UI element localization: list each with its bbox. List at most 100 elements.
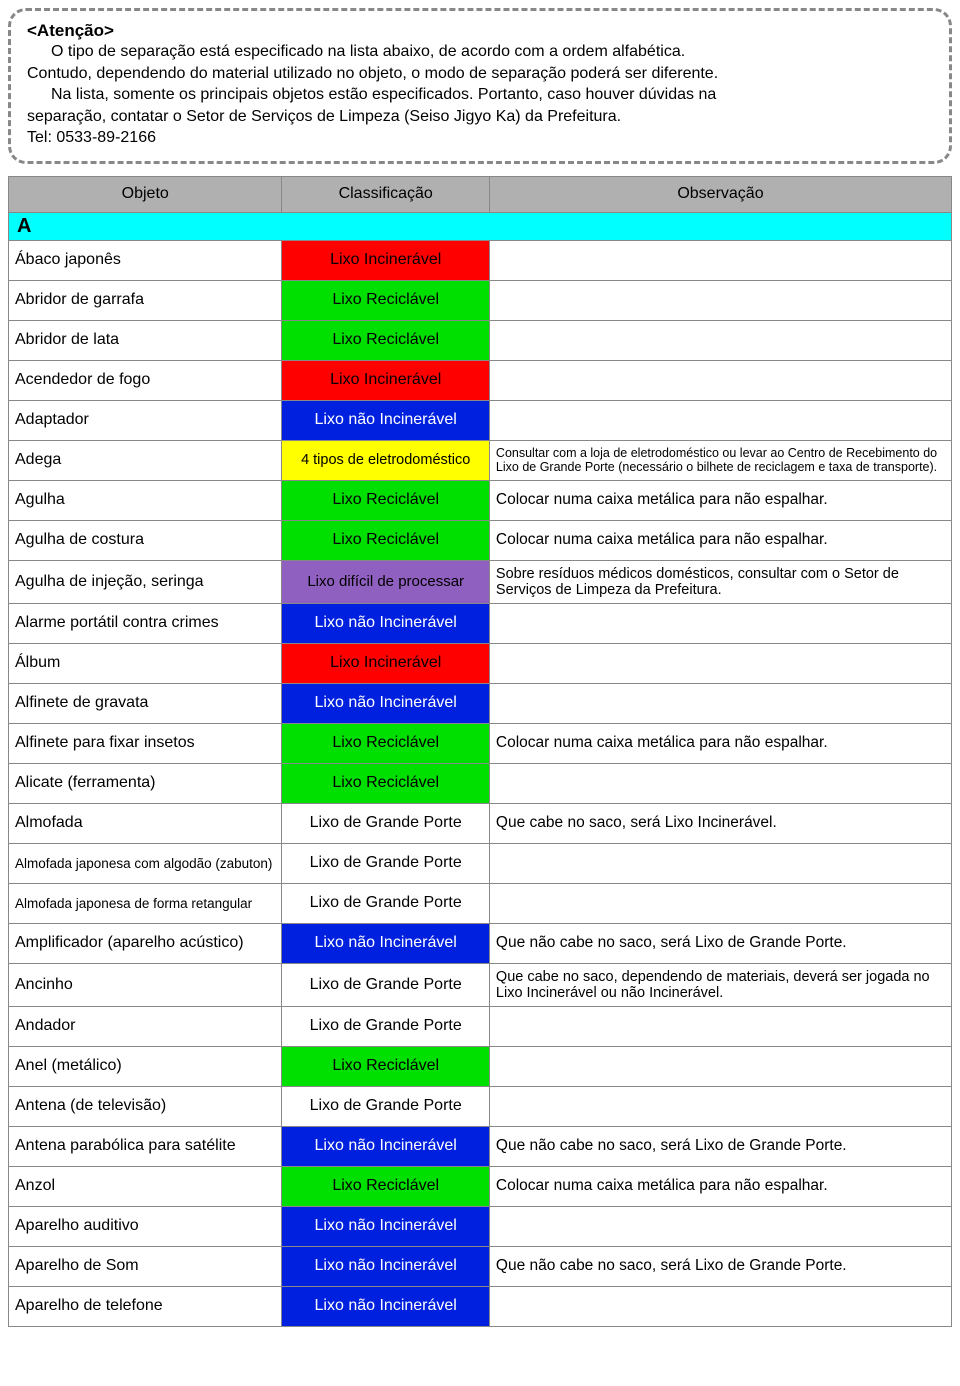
notice-line: O tipo de separação está especificado na…: [27, 41, 933, 63]
table-row: Agulha de costuraLixo ReciclávelColocar …: [9, 520, 952, 560]
notice-line: Tel: 0533-89-2166: [27, 127, 933, 149]
cell-objeto: Almofada japonesa de forma retangular: [9, 883, 282, 923]
cell-observacao: [489, 1086, 951, 1126]
cell-observacao: [489, 883, 951, 923]
cell-classificacao: Lixo de Grande Porte: [282, 803, 489, 843]
table-row: Adega4 tipos de eletrodomésticoConsultar…: [9, 440, 952, 480]
cell-objeto: Agulha de injeção, seringa: [9, 560, 282, 603]
cell-classificacao: Lixo de Grande Porte: [282, 963, 489, 1006]
cell-observacao: [489, 683, 951, 723]
table-row: Aparelho de telefoneLixo não Incinerável: [9, 1286, 952, 1326]
cell-classificacao: Lixo não Incinerável: [282, 1126, 489, 1166]
section-label: A: [9, 212, 952, 240]
table-row: Aparelho de SomLixo não IncinerávelQue n…: [9, 1246, 952, 1286]
cell-observacao: [489, 1206, 951, 1246]
cell-classificacao: Lixo Incinerável: [282, 240, 489, 280]
cell-observacao: [489, 400, 951, 440]
table-row: Anel (metálico)Lixo Reciclável: [9, 1046, 952, 1086]
cell-observacao: [489, 763, 951, 803]
table-row: Antena parabólica para satéliteLixo não …: [9, 1126, 952, 1166]
table-row: Aparelho auditivoLixo não Incinerável: [9, 1206, 952, 1246]
header-objeto: Objeto: [9, 176, 282, 212]
table-row: AncinhoLixo de Grande PorteQue cabe no s…: [9, 963, 952, 1006]
header-classificacao: Classificação: [282, 176, 489, 212]
cell-classificacao: Lixo Reciclável: [282, 1166, 489, 1206]
table-row: Alarme portátil contra crimesLixo não In…: [9, 603, 952, 643]
cell-objeto: Ancinho: [9, 963, 282, 1006]
cell-observacao: [489, 280, 951, 320]
table-row: AndadorLixo de Grande Porte: [9, 1006, 952, 1046]
cell-objeto: Acendedor de fogo: [9, 360, 282, 400]
cell-observacao: [489, 843, 951, 883]
cell-classificacao: Lixo difícil de processar: [282, 560, 489, 603]
cell-observacao: Colocar numa caixa metálica para não esp…: [489, 520, 951, 560]
notice-line: Contudo, dependendo do material utilizad…: [27, 63, 933, 85]
cell-objeto: Abridor de lata: [9, 320, 282, 360]
cell-observacao: [489, 1006, 951, 1046]
cell-classificacao: 4 tipos de eletrodoméstico: [282, 440, 489, 480]
table-row: Agulha de injeção, seringaLixo difícil d…: [9, 560, 952, 603]
cell-observacao: [489, 320, 951, 360]
cell-classificacao: Lixo Reciclável: [282, 1046, 489, 1086]
cell-objeto: Agulha de costura: [9, 520, 282, 560]
cell-objeto: Almofada japonesa com algodão (zabuton): [9, 843, 282, 883]
cell-objeto: Aparelho de Som: [9, 1246, 282, 1286]
notice-line: Na lista, somente os principais objetos …: [27, 84, 933, 106]
cell-objeto: Antena (de televisão): [9, 1086, 282, 1126]
cell-classificacao: Lixo Reciclável: [282, 480, 489, 520]
cell-observacao: Que não cabe no saco, será Lixo de Grand…: [489, 1126, 951, 1166]
cell-objeto: Alicate (ferramenta): [9, 763, 282, 803]
cell-classificacao: Lixo de Grande Porte: [282, 1086, 489, 1126]
cell-observacao: [489, 603, 951, 643]
cell-objeto: Agulha: [9, 480, 282, 520]
table-row: Almofada japonesa com algodão (zabuton)L…: [9, 843, 952, 883]
table-row: AgulhaLixo ReciclávelColocar numa caixa …: [9, 480, 952, 520]
cell-observacao: Que cabe no saco, dependendo de materiai…: [489, 963, 951, 1006]
cell-classificacao: Lixo Reciclável: [282, 520, 489, 560]
cell-classificacao: Lixo Reciclável: [282, 320, 489, 360]
cell-observacao: Que não cabe no saco, será Lixo de Grand…: [489, 1246, 951, 1286]
table-row: Almofada japonesa de forma retangularLix…: [9, 883, 952, 923]
notice-box: <Atenção> O tipo de separação está espec…: [8, 8, 952, 164]
cell-objeto: Aparelho auditivo: [9, 1206, 282, 1246]
cell-classificacao: Lixo Reciclável: [282, 280, 489, 320]
table-row: Acendedor de fogoLixo Incinerável: [9, 360, 952, 400]
classification-table: Objeto Classificação Observação A Ábaco …: [8, 176, 952, 1327]
table-row: Alicate (ferramenta)Lixo Reciclável: [9, 763, 952, 803]
table-row: Abridor de garrafaLixo Reciclável: [9, 280, 952, 320]
cell-observacao: Consultar com a loja de eletrodoméstico …: [489, 440, 951, 480]
cell-objeto: Ábaco japonês: [9, 240, 282, 280]
cell-observacao: Sobre resíduos médicos domésticos, consu…: [489, 560, 951, 603]
cell-classificacao: Lixo Reciclável: [282, 763, 489, 803]
section-row: A: [9, 212, 952, 240]
table-row: Antena (de televisão)Lixo de Grande Port…: [9, 1086, 952, 1126]
cell-observacao: Que cabe no saco, será Lixo Incinerável.: [489, 803, 951, 843]
cell-classificacao: Lixo não Incinerável: [282, 923, 489, 963]
cell-observacao: [489, 1286, 951, 1326]
cell-classificacao: Lixo não Incinerável: [282, 683, 489, 723]
cell-objeto: Antena parabólica para satélite: [9, 1126, 282, 1166]
table-row: AlmofadaLixo de Grande PorteQue cabe no …: [9, 803, 952, 843]
cell-objeto: Almofada: [9, 803, 282, 843]
notice-title: <Atenção>: [27, 21, 933, 41]
cell-classificacao: Lixo de Grande Porte: [282, 843, 489, 883]
cell-observacao: Que não cabe no saco, será Lixo de Grand…: [489, 923, 951, 963]
cell-objeto: Alfinete de gravata: [9, 683, 282, 723]
cell-classificacao: Lixo não Incinerável: [282, 400, 489, 440]
cell-observacao: [489, 643, 951, 683]
table-row: Ábaco japonêsLixo Incinerável: [9, 240, 952, 280]
table-header-row: Objeto Classificação Observação: [9, 176, 952, 212]
table-row: Abridor de lataLixo Reciclável: [9, 320, 952, 360]
cell-objeto: Anel (metálico): [9, 1046, 282, 1086]
cell-classificacao: Lixo não Incinerável: [282, 1246, 489, 1286]
cell-observacao: [489, 240, 951, 280]
cell-objeto: Adaptador: [9, 400, 282, 440]
cell-objeto: Abridor de garrafa: [9, 280, 282, 320]
table-row: Amplificador (aparelho acústico)Lixo não…: [9, 923, 952, 963]
cell-observacao: Colocar numa caixa metálica para não esp…: [489, 1166, 951, 1206]
cell-objeto: Alfinete para fixar insetos: [9, 723, 282, 763]
cell-classificacao: Lixo não Incinerável: [282, 1206, 489, 1246]
cell-classificacao: Lixo não Incinerável: [282, 603, 489, 643]
table-row: Alfinete de gravataLixo não Incinerável: [9, 683, 952, 723]
cell-objeto: Amplificador (aparelho acústico): [9, 923, 282, 963]
